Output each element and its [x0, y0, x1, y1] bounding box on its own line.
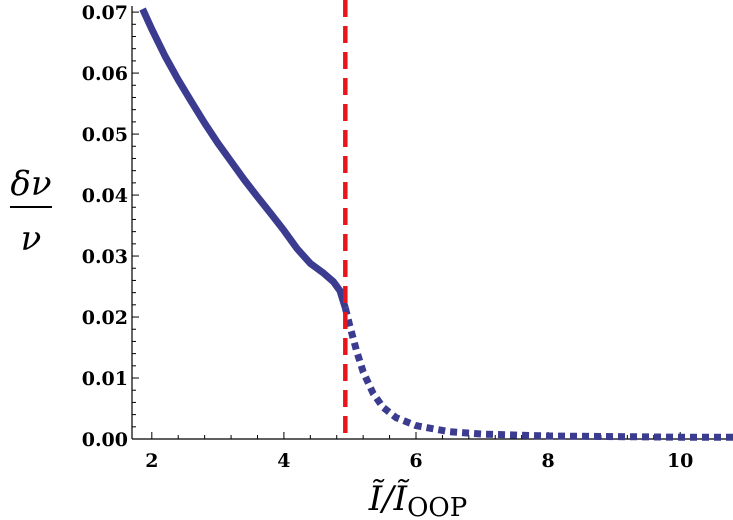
plot-frame	[131, 6, 733, 440]
y-axis-label-numerator: δν	[10, 164, 51, 204]
y-tick-label: 0.01	[82, 368, 128, 390]
y-axis-label-denominator: ν	[21, 219, 42, 259]
y-tick-label: 0.03	[82, 246, 128, 268]
axis-ticks	[132, 11, 733, 440]
y-tick-label: 0.00	[82, 429, 128, 451]
series-line-solid	[139, 7, 349, 309]
y-tick-label: 0.04	[82, 185, 128, 207]
x-tick-label: 6	[409, 450, 422, 472]
x-tick-label: 2	[145, 450, 158, 472]
x-tick-label: 10	[667, 450, 693, 472]
series-group	[139, 7, 733, 441]
x-tick-label: 8	[541, 450, 554, 472]
y-tick-label: 0.07	[82, 2, 128, 24]
y-axis-label: δν ν	[10, 164, 52, 259]
tick-labels: 2 4 6 8 10 0.00 0.01 0.02 0.03 0.04 0.05 0.06 0.07	[82, 2, 694, 472]
x-tick-label: 4	[277, 450, 290, 472]
x-axis-label: Ĩ/ĨOOP	[368, 479, 467, 520]
y-tick-label: 0.06	[82, 63, 128, 85]
x-axis-label-main: Ĩ/Ĩ	[368, 479, 410, 519]
x-axis-label-subscript: OOP	[407, 493, 467, 520]
y-tick-label: 0.05	[82, 124, 128, 146]
y-tick-label: 0.02	[82, 307, 128, 329]
series-line-dotted	[341, 307, 733, 441]
